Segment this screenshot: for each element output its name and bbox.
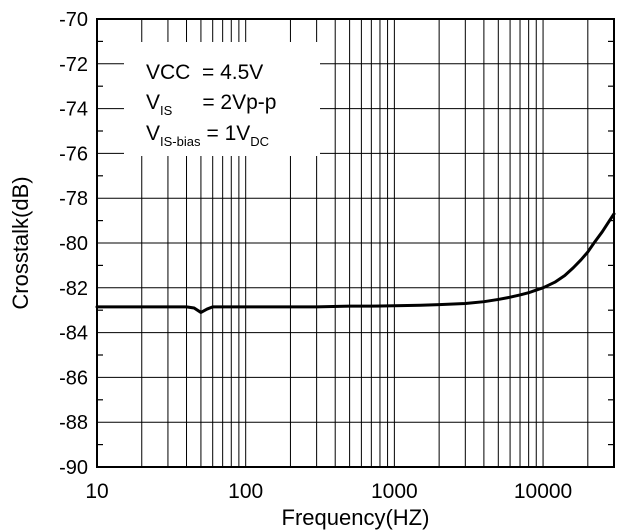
y-tick-label: -90 (59, 457, 88, 479)
x-tick-label: 100 (228, 480, 263, 503)
y-tick-label: -72 (59, 54, 88, 76)
x-tick-label: 10000 (514, 480, 572, 503)
y-tick-label: -84 (59, 323, 88, 345)
plot-frame (96, 18, 615, 468)
x-tick-labels: 10 100 1000 10000 (85, 480, 572, 503)
x-tick-label: 1000 (371, 480, 418, 503)
y-tick-labels: -90 -88 -86 -84 -82 -80 -78 -76 -74 -72 -70 (59, 9, 88, 479)
x-tick-label: 10 (85, 480, 108, 503)
y-tick-label: -86 (59, 367, 88, 389)
x-axis-label: Frequency(HZ) (282, 505, 430, 530)
legend-vis-bias: VIS-bias = 1VDC (146, 122, 269, 149)
y-tick-label: -82 (59, 278, 88, 300)
legend-vcc: VCC = 4.5V (146, 61, 263, 84)
y-axis-label: Crosstalk(dB) (8, 176, 33, 309)
y-tick-label: -80 (59, 233, 88, 255)
y-tick-label: -88 (59, 412, 88, 434)
legend-vis: VIS = 2Vp-p (146, 91, 276, 118)
y-tick-label: -74 (59, 99, 88, 121)
legend-box (124, 42, 320, 156)
y-tick-label: -70 (59, 9, 88, 31)
crosstalk-series-line (95, 212, 616, 314)
y-tick-label: -78 (59, 188, 88, 210)
y-tick-label: -76 (59, 143, 88, 165)
legend: VCC = 4.5V VIS = 2Vp-p VIS-bias = 1VDC (146, 61, 276, 149)
